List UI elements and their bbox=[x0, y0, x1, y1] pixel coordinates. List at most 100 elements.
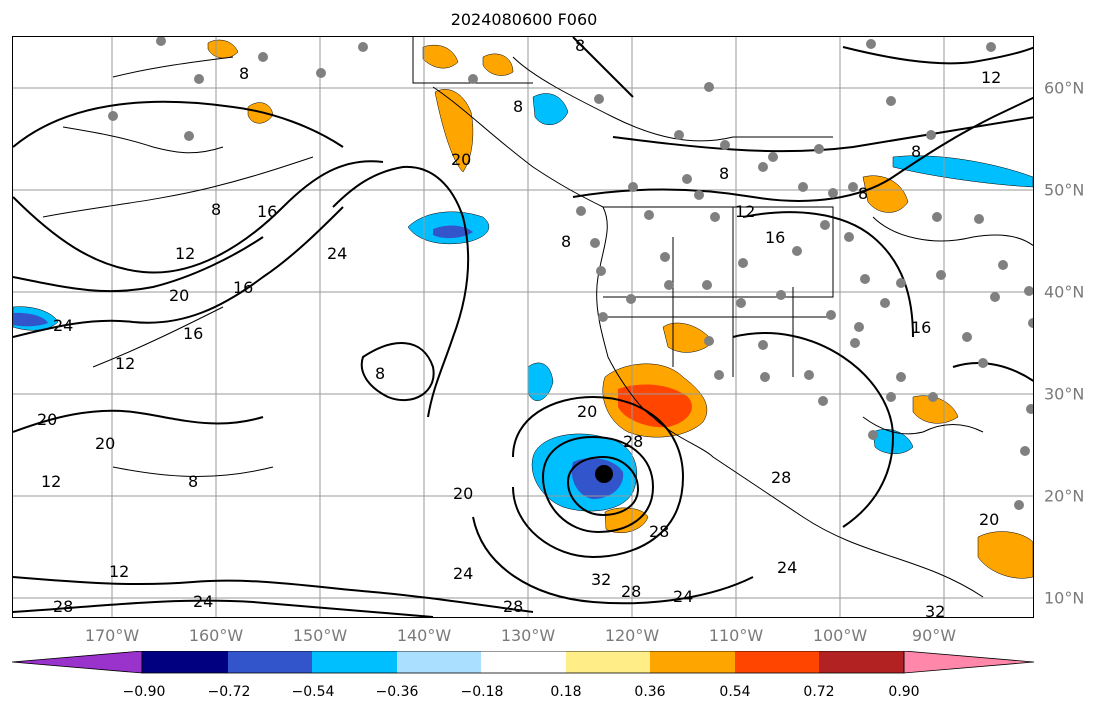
contour-label: 8 bbox=[719, 164, 729, 183]
lon-tick-label: 130°W bbox=[500, 626, 556, 645]
lon-tick-label: 100°W bbox=[812, 626, 868, 645]
contour-label: 16 bbox=[765, 228, 785, 247]
contour-label: 8 bbox=[211, 200, 221, 219]
contour-label: 32 bbox=[591, 570, 611, 589]
contour-label: 8 bbox=[375, 364, 385, 383]
colorbar-tick-label: −0.54 bbox=[291, 684, 335, 700]
shade-blue-west bbox=[13, 312, 48, 327]
contour-label: 20 bbox=[451, 150, 471, 169]
shade-orange-bering bbox=[207, 39, 239, 59]
colorbar-tick-label: −0.18 bbox=[460, 684, 504, 700]
contour-label: 16 bbox=[911, 318, 931, 337]
colorbar-tick-label: 0.36 bbox=[634, 684, 666, 700]
contour-label: 20 bbox=[577, 402, 597, 421]
contour-label: 24 bbox=[327, 244, 347, 263]
contour-label: 20 bbox=[37, 410, 57, 429]
contour-label: 24 bbox=[193, 592, 213, 611]
lat-tick-label: 40°N bbox=[1044, 282, 1085, 302]
lon-tick-label: 110°W bbox=[708, 626, 764, 645]
shade-orange-cam bbox=[977, 531, 1033, 579]
contour-label: 28 bbox=[53, 597, 73, 616]
lon-tick-label: 160°W bbox=[188, 626, 244, 645]
colorbar-extend-low bbox=[12, 651, 143, 674]
lat-tick-label: 20°N bbox=[1044, 486, 1085, 506]
colorbar bbox=[12, 651, 1035, 674]
contour-label: 8 bbox=[858, 184, 868, 203]
shade-orange-south bbox=[604, 507, 649, 533]
contour-label: 24 bbox=[453, 564, 473, 583]
contour-label: 20 bbox=[979, 510, 999, 529]
contour-label: 12 bbox=[115, 354, 135, 373]
colorbar-tick-label: −0.90 bbox=[122, 684, 166, 700]
contour-label: 12 bbox=[735, 202, 755, 221]
colorbar-bin bbox=[819, 651, 904, 673]
contour-label: 8 bbox=[513, 97, 523, 116]
contour-label: 24 bbox=[53, 316, 73, 335]
colorbar-extend-high bbox=[903, 651, 1035, 674]
colorbar-bin bbox=[566, 651, 650, 673]
colorbar-tick-label: 0.72 bbox=[803, 684, 835, 700]
contour-label: 8 bbox=[239, 64, 249, 83]
colorbar-bin bbox=[142, 651, 228, 673]
lon-tick-label: 90°W bbox=[911, 626, 957, 645]
shade-orange-north2 bbox=[482, 53, 514, 76]
contour-label: 32 bbox=[925, 602, 945, 618]
lon-tick-label: 120°W bbox=[604, 626, 660, 645]
map-panel[interactable]: 8 8 8 8 8 8 8 8 8 8 12 12 12 12 12 12 16… bbox=[12, 36, 1034, 618]
colorbar-bin bbox=[397, 651, 481, 673]
station-markers bbox=[108, 37, 1033, 510]
coastlines bbox=[62, 37, 1033, 598]
contour-label: 28 bbox=[771, 468, 791, 487]
lat-tick-label: 60°N bbox=[1044, 78, 1085, 98]
contour-label: 28 bbox=[649, 522, 669, 541]
contour-label: 16 bbox=[233, 278, 253, 297]
lon-tick-label: 150°W bbox=[292, 626, 348, 645]
contour-label: 8 bbox=[911, 142, 921, 161]
colorbar-tick-label: 0.54 bbox=[719, 684, 751, 700]
colorbar-bin bbox=[228, 651, 312, 673]
shade-orange-gl bbox=[862, 175, 909, 213]
colorbar-bin bbox=[735, 651, 819, 673]
contour-label: 28 bbox=[623, 432, 643, 451]
contour-label: 20 bbox=[453, 484, 473, 503]
shaded-fields bbox=[13, 39, 1033, 579]
contour-label: 8 bbox=[561, 232, 571, 251]
shade-red-swus bbox=[618, 384, 692, 428]
colorbar-tick-label: −0.36 bbox=[375, 684, 419, 700]
contour-label: 28 bbox=[503, 597, 523, 616]
contours-thin bbox=[42, 156, 314, 477]
contour-label: 12 bbox=[41, 472, 61, 491]
contour-label: 20 bbox=[169, 286, 189, 305]
map-canvas: 8 8 8 8 8 8 8 8 8 8 12 12 12 12 12 12 16… bbox=[13, 37, 1033, 618]
contour-label: 28 bbox=[621, 582, 641, 601]
shade-orange-north1 bbox=[422, 44, 459, 69]
contour-label: 24 bbox=[777, 558, 797, 577]
shade-cyan-mid bbox=[527, 362, 554, 401]
contour-label: 24 bbox=[673, 587, 693, 606]
graticule bbox=[13, 37, 1033, 617]
contour-label: 16 bbox=[257, 202, 277, 221]
lat-tick-label: 30°N bbox=[1044, 384, 1085, 404]
lat-tick-label: 10°N bbox=[1044, 588, 1085, 608]
contour-label: 12 bbox=[109, 562, 129, 581]
shade-cyan-gulf bbox=[532, 93, 569, 125]
contour-label: 8 bbox=[188, 472, 198, 491]
contours bbox=[13, 37, 1033, 617]
storm-center-marker bbox=[595, 465, 613, 483]
contour-label: 12 bbox=[981, 68, 1001, 87]
colorbar-bin bbox=[481, 651, 566, 673]
colorbar-tick-label: 0.18 bbox=[550, 684, 582, 700]
lon-tick-label: 170°W bbox=[84, 626, 140, 645]
lat-tick-label: 50°N bbox=[1044, 180, 1085, 200]
colorbar-tick-label: −0.72 bbox=[207, 684, 251, 700]
colorbar-bin bbox=[650, 651, 735, 673]
contour-label: 16 bbox=[183, 324, 203, 343]
shade-cyan-canada bbox=[892, 155, 1033, 188]
contour-label: 12 bbox=[175, 244, 195, 263]
contour-label: 20 bbox=[95, 434, 115, 453]
shade-blue-npac bbox=[433, 225, 473, 239]
contour-label: 8 bbox=[575, 37, 585, 55]
colorbar-tick-label: 0.90 bbox=[888, 684, 920, 700]
contour-labels: 8 8 8 8 8 8 8 8 8 8 12 12 12 12 12 12 16… bbox=[37, 37, 1001, 618]
lon-tick-label: 140°W bbox=[396, 626, 452, 645]
